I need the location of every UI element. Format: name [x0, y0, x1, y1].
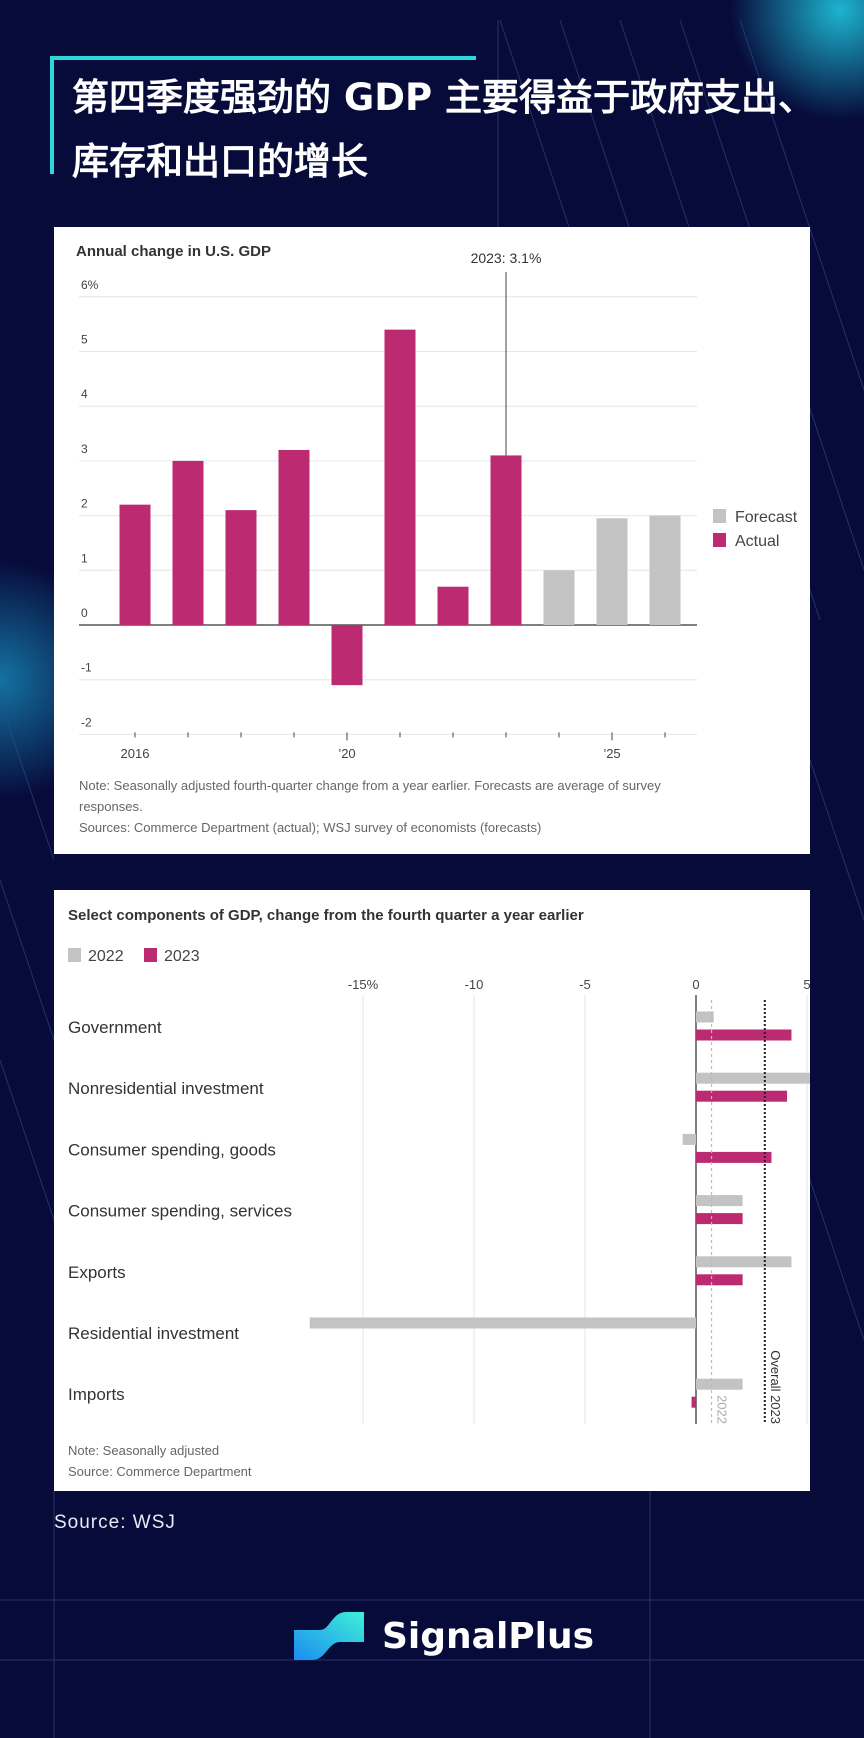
y-tick-label: 0 [81, 606, 88, 620]
bar-2022 [696, 1072, 810, 1084]
legend-label-forecast: Forecast [735, 509, 798, 526]
category-label: Imports [68, 1385, 125, 1404]
bar-actual-2023 [490, 455, 522, 625]
bar-actual-2019 [278, 449, 310, 625]
y-tick-label: 4 [81, 387, 88, 401]
bar-forecast-2024 [543, 570, 575, 625]
bar-actual-2021 [384, 329, 416, 625]
chart-note: Note: Seasonally adjusted fourth-quarter… [79, 778, 661, 793]
chart-note: Note: Seasonally adjusted [68, 1443, 219, 1458]
y-tick-label: 6% [81, 278, 99, 292]
bar-2022 [696, 1011, 714, 1023]
category-label: Consumer spending, goods [68, 1140, 276, 1159]
bar-2023 [696, 1029, 792, 1041]
y-tick-label: -1 [81, 661, 92, 675]
legend-label-2023: 2023 [164, 948, 200, 965]
chart-title: Annual change in U.S. GDP [76, 243, 271, 260]
legend-swatch-forecast [713, 509, 726, 523]
bar-2023 [691, 1396, 696, 1408]
category-label: Government [68, 1018, 162, 1037]
bar-actual-2018 [225, 510, 257, 625]
x-tick-label: 5 [803, 977, 810, 992]
bar-2022 [682, 1133, 696, 1145]
bar-2023 [696, 1151, 772, 1163]
x-tick-label: ’25 [603, 746, 620, 761]
category-label: Consumer spending, services [68, 1202, 292, 1221]
category-label: Exports [68, 1263, 126, 1282]
y-tick-label: 2 [81, 497, 88, 511]
y-tick-label: 3 [81, 442, 88, 456]
bar-actual-2020 [331, 625, 363, 686]
gdp-components-chart-card: Select components of GDP, change from th… [54, 890, 810, 1491]
source-text: Source: WSJ [54, 1512, 176, 1533]
x-tick-label: -15% [348, 977, 379, 992]
bar-2023 [696, 1274, 743, 1286]
brand-name: SignalPlus [382, 1615, 595, 1657]
reference-line-label: Overall 2023 [768, 1350, 783, 1424]
legend-swatch-actual [713, 533, 726, 547]
legend-swatch-2023 [144, 948, 157, 962]
bar-2023 [696, 1213, 743, 1225]
y-tick-label: 5 [81, 333, 88, 347]
signalplus-logo: SignalPlus [290, 1608, 594, 1664]
x-tick-label: 0 [692, 977, 699, 992]
reference-line-label: 2022 [715, 1395, 730, 1424]
y-tick-label: 1 [81, 551, 88, 565]
chart-title: Select components of GDP, change from th… [68, 907, 584, 924]
legend-label-actual: Actual [735, 533, 779, 550]
x-tick-label: -5 [579, 977, 591, 992]
signalplus-logo-icon [294, 1612, 364, 1660]
annotation-label: 2023: 3.1% [471, 250, 542, 266]
x-tick-label: -10 [465, 977, 484, 992]
bar-actual-2016 [119, 504, 151, 625]
bar-forecast-2026 [649, 515, 681, 625]
y-tick-label: -2 [81, 715, 92, 729]
category-label: Nonresidential investment [68, 1079, 264, 1098]
title-accent-bar-vertical [50, 56, 54, 174]
bar-2023 [696, 1090, 788, 1102]
gdp-annual-chart-card: Annual change in U.S. GDP 6% 5 4 3 2 1 0 -1 -2 202… [54, 227, 810, 854]
gdp-components-chart: Select components of GDP, change from th… [68, 907, 810, 1479]
bar-2022 [696, 1256, 792, 1268]
chart-note: Source: Commerce Department [68, 1464, 252, 1479]
bar-actual-2022 [437, 586, 469, 625]
bar-actual-2017 [172, 460, 204, 625]
gdp-annual-chart: Annual change in U.S. GDP 6% 5 4 3 2 1 0 -1 -2 202… [76, 243, 798, 835]
bar-2022 [696, 1195, 743, 1207]
chart-note: responses. [79, 799, 143, 814]
title-accent-bar [52, 56, 476, 60]
page-title: 第四季度强劲的 GDP 主要得益于政府支出、库存和出口的增长 [72, 76, 815, 183]
bar-2022 [696, 1378, 743, 1390]
bar-2022 [309, 1317, 696, 1329]
x-tick-label: ’20 [338, 746, 355, 761]
category-label: Residential investment [68, 1324, 239, 1343]
x-tick-label: 2016 [121, 746, 150, 761]
bar-forecast-2025 [596, 518, 628, 625]
chart-note: Sources: Commerce Department (actual); W… [79, 820, 541, 835]
legend-swatch-2022 [68, 948, 81, 962]
legend-label-2022: 2022 [88, 948, 124, 965]
